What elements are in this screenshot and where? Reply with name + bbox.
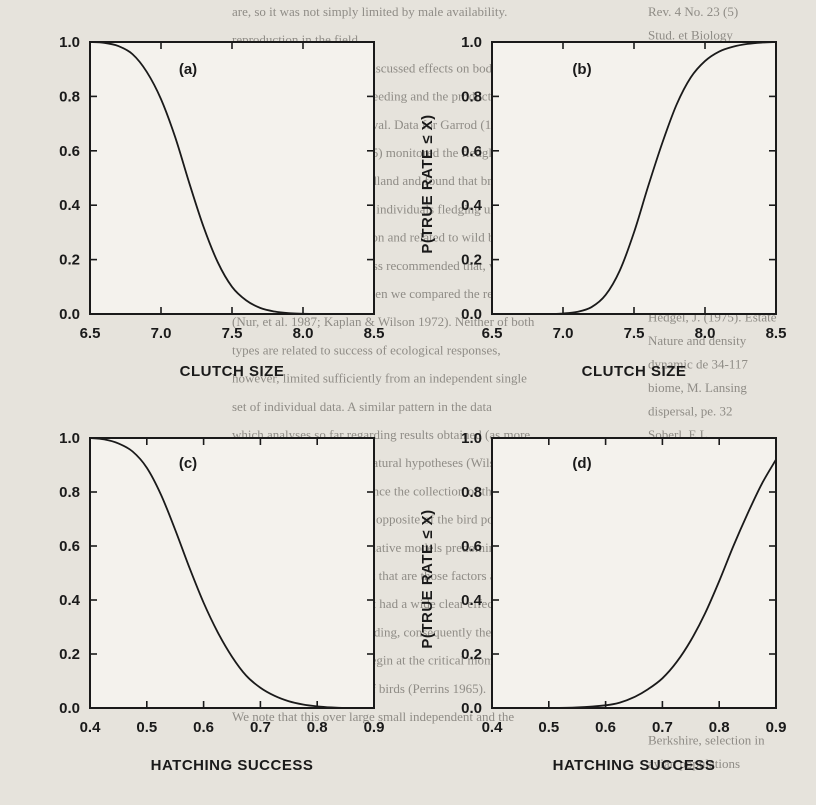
y-tick-label: 0.6 [59,143,80,160]
y-tick-label: 0.0 [461,700,482,717]
cumulative-probability-line [89,41,374,315]
x-axis-title: CLUTCH SIZE [582,363,687,380]
background-text-line: set of individual data. A similar patter… [232,399,492,414]
y-tick-label: 0.4 [461,592,483,609]
chart-panel: 0.0 0.2 0.4 0.6 0.8 1.0 0.4 0.5 0.6 0.7 0.8 0.9 HATC… [419,430,786,774]
y-tick-label: 0.8 [59,88,80,105]
y-tick-label: 0.0 [59,700,80,717]
background-side-text-line: dynamic de 34-117 [648,357,748,372]
background-side-text-line: dispersal, pe. 32 [648,404,732,419]
x-tick-label: 0.6 [595,719,616,736]
y-tick-label: 0.2 [461,646,482,663]
y-tick-label: 1.0 [59,430,80,447]
x-axis-title: HATCHING SUCCESS [553,757,716,774]
y-tick-label: 0.0 [59,306,80,323]
background-side-text-line: Rev. 4 No. 23 (5) [648,4,738,19]
x-tick-label: 8.0 [293,325,314,342]
y-tick-label: 0.2 [461,252,482,269]
y-axis-title: P(TRUE RATE ≤ X) [419,509,436,648]
y-tick-label: 0.4 [461,197,483,214]
x-axis-title: CLUTCH SIZE [180,363,285,380]
y-tick-label: 1.0 [461,430,482,447]
cumulative-probability-line [491,41,777,315]
plot-frame [89,437,375,709]
y-tick-label: 0.8 [461,484,482,501]
cumulative-probability-line [491,459,777,709]
panel-label: (b) [572,61,591,78]
background-side-text-line: biome, M. Lansing [648,380,747,395]
x-tick-label: 8.5 [766,325,787,342]
y-tick-label: 0.0 [461,306,482,323]
panel-label: (a) [179,61,197,78]
background-text-line: are, so it was not simply limited by mal… [232,4,507,19]
x-tick-label: 0.6 [193,719,214,736]
y-tick-label: 1.0 [59,34,80,51]
background-text-line: We note that this over large small indep… [232,709,514,724]
x-tick-label: 0.8 [709,719,730,736]
x-tick-label: 0.7 [652,719,673,736]
y-tick-label: 0.8 [59,484,80,501]
y-tick-label: 0.4 [59,197,81,214]
y-tick-label: 0.4 [59,592,81,609]
plot-frame [491,437,777,709]
background-side-text-line: Nature and density [648,333,747,348]
panel-label: (c) [179,455,197,472]
x-tick-label: 6.5 [482,325,503,342]
background-side-text-line: Berkshire, selection in [648,733,765,748]
y-tick-label: 1.0 [461,34,482,51]
x-tick-label: 6.5 [80,325,101,342]
x-tick-label: 0.9 [364,719,385,736]
y-tick-label: 0.6 [461,538,482,555]
x-tick-label: 7.0 [151,325,172,342]
x-tick-label: 0.8 [307,719,328,736]
x-tick-label: 8.0 [695,325,716,342]
x-tick-label: 7.5 [222,325,243,342]
plot-frame [89,41,375,315]
x-axis-title: HATCHING SUCCESS [151,757,314,774]
x-tick-label: 0.4 [80,719,102,736]
plot-frame [491,41,777,315]
panel-label: (d) [572,455,591,472]
x-tick-label: 0.4 [482,719,504,736]
y-tick-label: 0.6 [59,538,80,555]
chart-panel: 0.0 0.2 0.4 0.6 0.8 1.0 0.4 0.5 0.6 0.7 0.8 0.9 HATC… [59,430,384,774]
y-tick-label: 0.8 [461,88,482,105]
background-text-line: types are related to success of ecologic… [232,342,501,357]
background-text-line: (Nur, et al. 1987; Kaplan & Wilson 1972)… [232,314,535,329]
x-tick-label: 8.5 [364,325,385,342]
x-tick-label: 0.5 [538,719,559,736]
background-side-text-line: Stud. et Biology [648,28,733,43]
x-tick-label: 0.5 [136,719,157,736]
background-side-text-line: avian populations [648,756,740,771]
y-axis-title: P(TRUE RATE ≤ X) [419,114,436,253]
chart-panels: 0.0 0.2 0.4 0.6 0.8 1.0 6.5 7.0 7.5 8.0 8.5 CLUTCH … [59,34,786,774]
x-tick-label: 0.7 [250,719,271,736]
cumulative-probability-line [89,437,374,709]
y-tick-label: 0.6 [461,143,482,160]
chart-panel: 0.0 0.2 0.4 0.6 0.8 1.0 6.5 7.0 7.5 8.0 8.5 CLUTCH … [419,34,786,380]
y-tick-label: 0.2 [59,252,80,269]
x-tick-label: 0.9 [766,719,787,736]
background-text-line: however, limited sufficiently from an in… [232,371,527,386]
x-tick-label: 7.0 [553,325,574,342]
chart-panel: 0.0 0.2 0.4 0.6 0.8 1.0 6.5 7.0 7.5 8.0 8.5 CLUTCH … [59,34,384,380]
x-tick-label: 7.5 [624,325,645,342]
y-tick-label: 0.2 [59,646,80,663]
